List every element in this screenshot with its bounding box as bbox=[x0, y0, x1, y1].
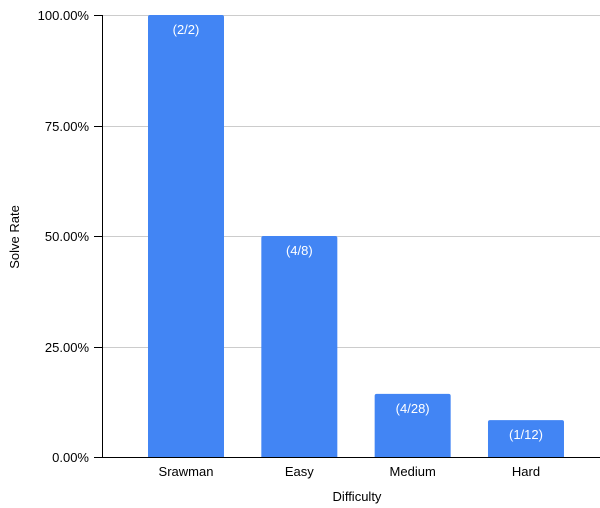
x-tick-label: Easy bbox=[285, 464, 314, 479]
data-labels: (2/2) (4/8) (4/28) (1/12) bbox=[173, 22, 543, 442]
bar-easy bbox=[261, 236, 338, 457]
bar-data-label: (2/2) bbox=[173, 22, 200, 37]
y-tick-label: 0.00% bbox=[52, 450, 89, 465]
bar-data-label: (4/28) bbox=[396, 401, 430, 416]
y-tick-labels: 0.00% 25.00% 50.00% 75.00% 100.00% bbox=[38, 8, 90, 465]
x-tick-label: Hard bbox=[512, 464, 540, 479]
y-axis-title: Solve Rate bbox=[7, 205, 22, 269]
x-tick-labels: Srawman Easy Medium Hard bbox=[159, 464, 541, 479]
bar-hard bbox=[487, 420, 564, 457]
x-tick-label: Srawman bbox=[159, 464, 214, 479]
y-tick-label: 100.00% bbox=[38, 8, 90, 23]
bars bbox=[148, 15, 564, 457]
bar-data-label: (1/12) bbox=[509, 427, 543, 442]
y-tick-label: 50.00% bbox=[45, 229, 90, 244]
bar-data-label: (4/8) bbox=[286, 243, 313, 258]
bar-medium bbox=[374, 393, 451, 457]
x-axis-title: Difficulty bbox=[333, 489, 382, 504]
x-tick-label: Medium bbox=[390, 464, 436, 479]
axes bbox=[94, 15, 600, 458]
y-tick-label: 75.00% bbox=[45, 119, 90, 134]
y-tick-label: 25.00% bbox=[45, 340, 90, 355]
bar-srawman bbox=[148, 15, 224, 457]
